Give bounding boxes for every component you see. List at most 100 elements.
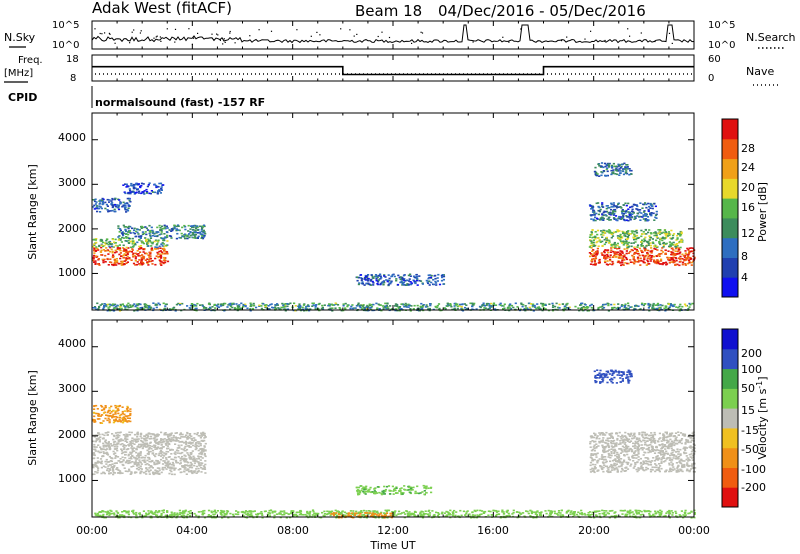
heatmap-cell (376, 486, 379, 488)
heatmap-cell (370, 278, 373, 281)
heatmap-cell (641, 513, 644, 516)
heatmap-cell (583, 512, 586, 515)
heatmap-cell (661, 251, 665, 253)
heatmap-cell (631, 232, 634, 234)
heatmap-cell (415, 279, 419, 282)
heatmap-cell (607, 166, 611, 168)
heatmap-cell (148, 230, 151, 232)
heatmap-cell (690, 247, 693, 249)
heatmap-cell (381, 305, 385, 307)
heatmap-cell (147, 435, 150, 438)
heatmap-cell (592, 249, 595, 251)
heatmap-cell (122, 459, 125, 461)
heatmap-cell (178, 509, 181, 512)
heatmap-cell (200, 230, 203, 233)
heatmap-cell (151, 229, 154, 232)
heatmap-cell (355, 305, 358, 307)
heatmap-cell (196, 441, 199, 443)
heatmap-cell (188, 236, 191, 239)
heatmap-cell (356, 304, 360, 306)
heatmap-cell (427, 277, 430, 280)
heatmap-cell (361, 308, 364, 310)
heatmap-cell (229, 304, 232, 306)
heatmap-cell (168, 472, 171, 475)
heatmap-cell (126, 253, 129, 255)
nsearch-point (381, 31, 383, 33)
heatmap-cell (160, 455, 163, 457)
heatmap-cell (636, 215, 639, 217)
heatmap-cell (185, 234, 188, 236)
heatmap-cell (269, 303, 272, 306)
heatmap-cell (113, 440, 116, 443)
heatmap-cell (249, 309, 252, 312)
heatmap-cell (201, 305, 204, 307)
heatmap-cell (124, 204, 127, 207)
heatmap-cell (385, 485, 389, 488)
heatmap-cell (363, 492, 366, 494)
heatmap-cell (686, 255, 690, 258)
heatmap-cell (549, 510, 552, 513)
heatmap-cell (588, 246, 591, 248)
heatmap-cell (158, 441, 161, 443)
heatmap-cell (394, 489, 397, 492)
heatmap-cell (171, 449, 174, 451)
heatmap-cell (118, 235, 121, 237)
heatmap-cell (133, 232, 136, 235)
heatmap-cell (121, 262, 124, 264)
heatmap-cell (591, 229, 594, 231)
heatmap-cell (172, 467, 175, 469)
heatmap-cell (453, 305, 456, 307)
heatmap-cell (193, 460, 196, 462)
heatmap-cell (616, 242, 619, 245)
heatmap-cell (292, 510, 295, 512)
heatmap-cell (229, 302, 232, 305)
heatmap-cell (180, 458, 183, 460)
heatmap-cell (494, 304, 498, 306)
power-heatmap (92, 162, 696, 312)
heatmap-cell (174, 310, 177, 312)
heatmap-cell (162, 446, 165, 448)
heatmap-cell (93, 261, 96, 263)
heatmap-cell (99, 448, 103, 450)
heatmap-cell (158, 303, 161, 306)
heatmap-cell (122, 244, 125, 247)
heatmap-cell (606, 255, 609, 257)
heatmap-cell (135, 462, 138, 464)
heatmap-cell (106, 434, 109, 436)
heatmap-cell (172, 434, 175, 437)
heatmap-cell (157, 434, 160, 436)
heatmap-cell (601, 236, 604, 238)
heatmap-cell (100, 254, 103, 256)
heatmap-cell (532, 310, 535, 312)
heatmap-cell (600, 230, 603, 232)
heatmap-cell (201, 457, 204, 459)
heatmap-cell (127, 444, 130, 446)
heatmap-cell (140, 182, 144, 185)
heatmap-cell (94, 464, 97, 466)
heatmap-cell (177, 440, 180, 442)
heatmap-cell (557, 510, 561, 512)
heatmap-cell (689, 250, 692, 253)
heatmap-cell (121, 233, 124, 235)
heatmap-cell (189, 308, 192, 310)
heatmap-cell (116, 304, 119, 307)
heatmap-cell (191, 472, 194, 475)
heatmap-cell (102, 202, 105, 205)
heatmap-cell (128, 457, 131, 460)
heatmap-cell (203, 466, 206, 469)
heatmap-cell (111, 255, 114, 258)
heatmap-cell (479, 513, 482, 516)
power-cbar-tick-20: 20 (741, 181, 755, 194)
heatmap-cell (603, 232, 606, 234)
heatmap-cell (541, 305, 544, 307)
heatmap-cell (121, 205, 124, 208)
heatmap-cell (178, 433, 182, 436)
heatmap-cell (107, 444, 110, 446)
heatmap-cell (634, 308, 637, 311)
heatmap-cell (481, 510, 484, 512)
heatmap-cell (647, 210, 650, 213)
nsearch-point (249, 35, 251, 37)
heatmap-cell (104, 511, 107, 513)
heatmap-cell (594, 231, 597, 233)
heatmap-cell (94, 448, 97, 451)
